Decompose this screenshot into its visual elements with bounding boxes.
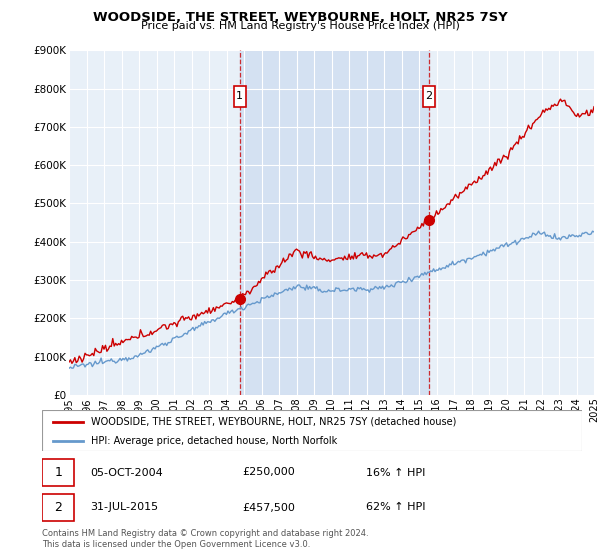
- Text: 2: 2: [54, 501, 62, 514]
- Bar: [239, 50, 429, 395]
- Text: 2: 2: [425, 91, 433, 101]
- FancyBboxPatch shape: [42, 494, 74, 521]
- Text: £457,500: £457,500: [242, 502, 295, 512]
- Text: 1: 1: [54, 466, 62, 479]
- Text: 62% ↑ HPI: 62% ↑ HPI: [366, 502, 425, 512]
- Text: HPI: Average price, detached house, North Norfolk: HPI: Average price, detached house, Nort…: [91, 436, 337, 446]
- FancyBboxPatch shape: [233, 86, 246, 107]
- FancyBboxPatch shape: [42, 459, 74, 486]
- FancyBboxPatch shape: [42, 410, 582, 451]
- Text: WOODSIDE, THE STREET, WEYBOURNE, HOLT, NR25 7SY (detached house): WOODSIDE, THE STREET, WEYBOURNE, HOLT, N…: [91, 417, 456, 427]
- Text: 05-OCT-2004: 05-OCT-2004: [91, 468, 163, 478]
- Text: £250,000: £250,000: [242, 468, 295, 478]
- Text: 31-JUL-2015: 31-JUL-2015: [91, 502, 159, 512]
- Text: 1: 1: [236, 91, 243, 101]
- Text: 16% ↑ HPI: 16% ↑ HPI: [366, 468, 425, 478]
- Text: WOODSIDE, THE STREET, WEYBOURNE, HOLT, NR25 7SY: WOODSIDE, THE STREET, WEYBOURNE, HOLT, N…: [92, 11, 508, 24]
- Text: Price paid vs. HM Land Registry's House Price Index (HPI): Price paid vs. HM Land Registry's House …: [140, 21, 460, 31]
- FancyBboxPatch shape: [423, 86, 435, 107]
- Text: Contains HM Land Registry data © Crown copyright and database right 2024.
This d: Contains HM Land Registry data © Crown c…: [42, 529, 368, 549]
